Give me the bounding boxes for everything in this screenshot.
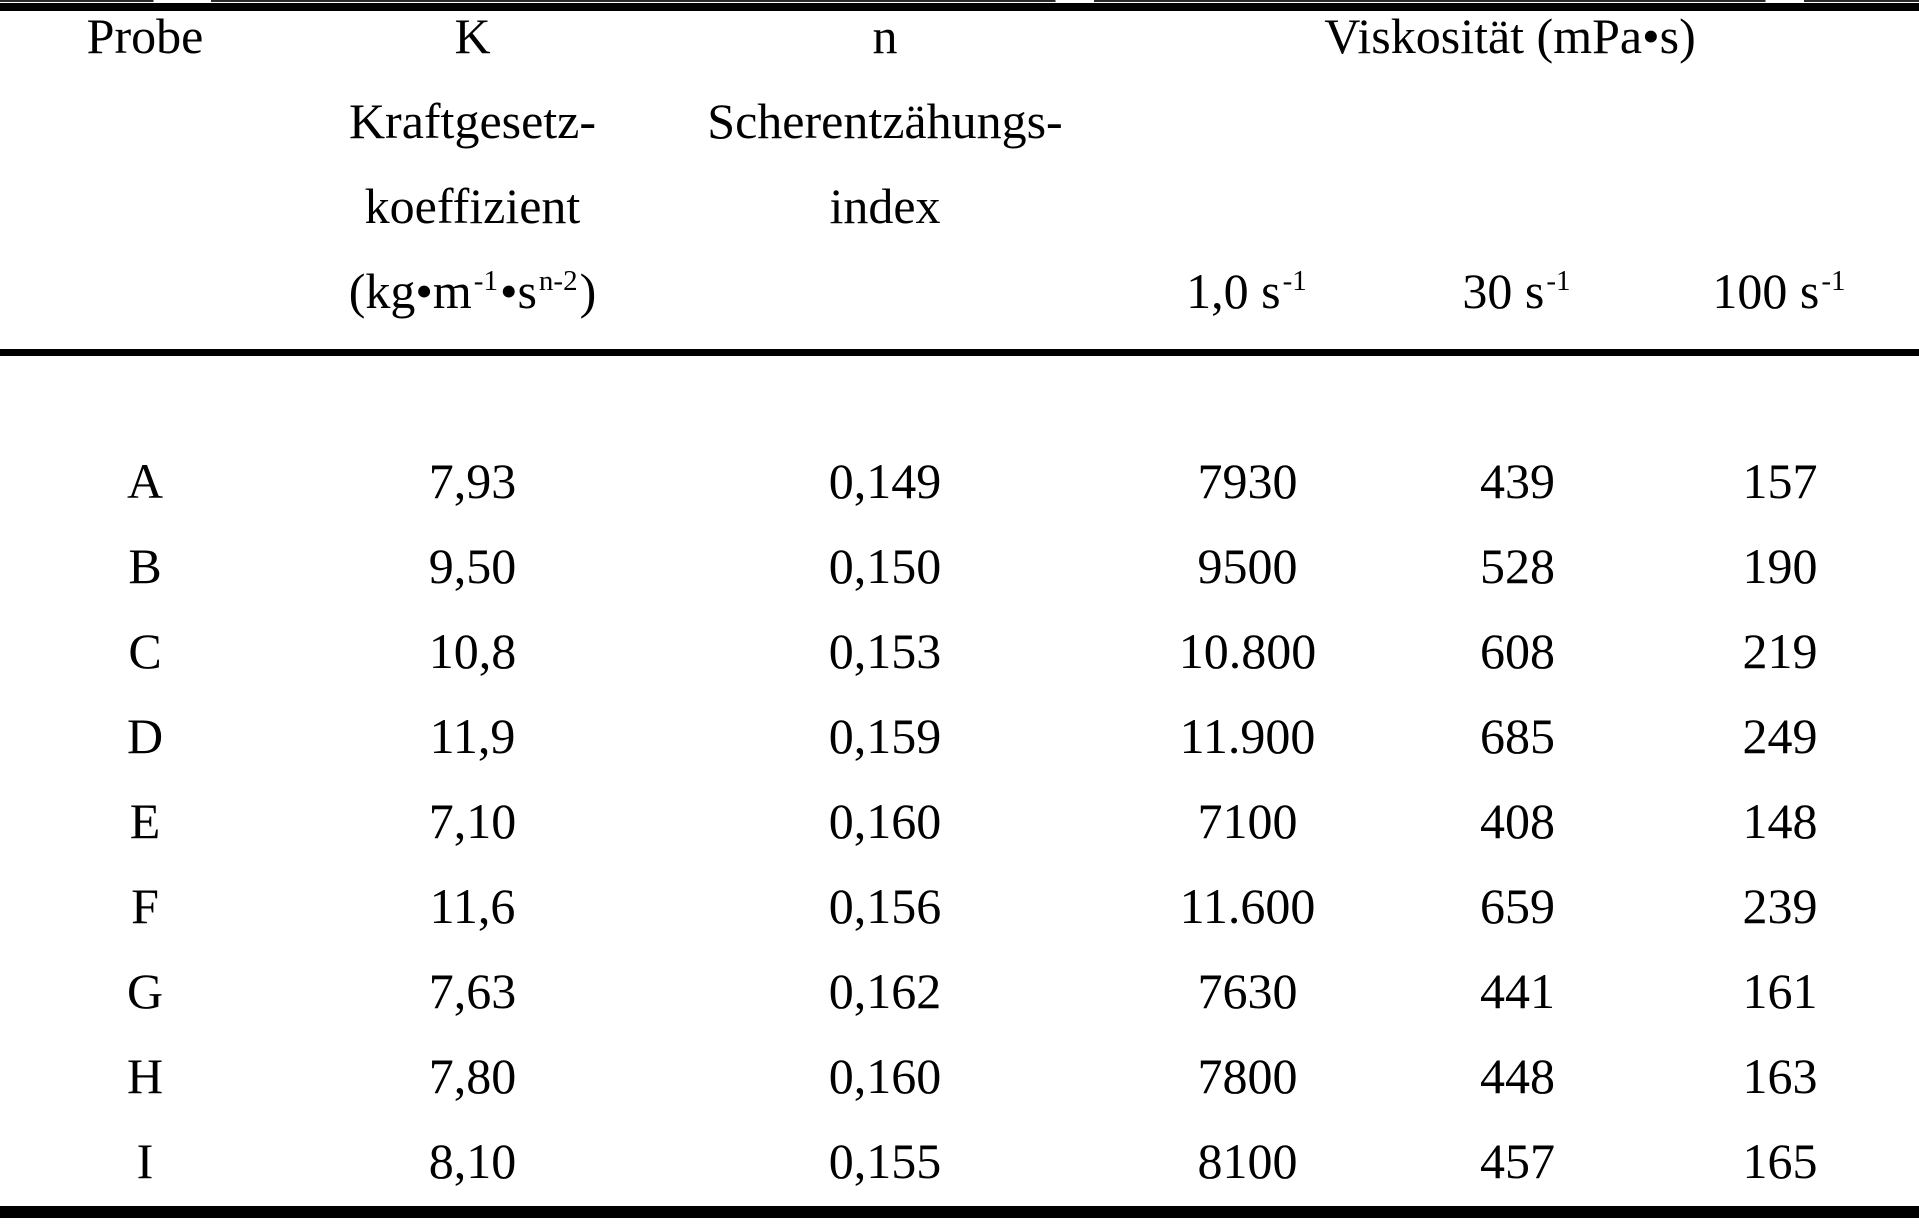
table-header-rule	[0, 349, 1919, 356]
header-n-symbol: n	[872, 7, 898, 64]
cell-k-value: 11,6	[429, 877, 516, 934]
cell-k-value: 7,10	[428, 792, 517, 849]
cell-viscosity-1-0: 10.800	[1178, 622, 1317, 679]
header-k-name-line1: Kraftgesetz-	[348, 92, 597, 149]
cell-n-value: 0,156	[828, 877, 942, 934]
header-shear-rate-1: 1,0 s-1	[1186, 262, 1307, 319]
cell-viscosity-100: 161	[1742, 962, 1818, 1019]
header-row-3: koeffizient index	[20, 163, 1919, 248]
cell-n-value: 0,150	[828, 537, 942, 594]
cell-viscosity-1-0: 11.600	[1179, 877, 1316, 934]
table-row: F 11,6 0,156 11.600 659 239	[20, 863, 1919, 948]
cell-probe: A	[126, 452, 164, 509]
cell-n-value: 0,149	[828, 452, 942, 509]
cell-viscosity-1-0: 8100	[1197, 1132, 1298, 1189]
header-k-name-line2: koeffizient	[364, 177, 581, 234]
cell-viscosity-30: 408	[1480, 792, 1555, 849]
cell-k-value: 8,35	[270, 1217, 675, 1226]
header-n-name-line1: Scherentzähungs-	[707, 92, 1063, 149]
cell-n-value: 0,158	[675, 1217, 1095, 1226]
cell-k-value: 8,10	[428, 1132, 517, 1189]
cell-k-value: 7,80	[428, 1047, 517, 1104]
header-k-symbol: K	[454, 7, 491, 64]
cell-viscosity-1-0: 7630	[1197, 962, 1298, 1019]
cell-viscosity-1-0: 7800	[1197, 1047, 1298, 1104]
table-row	[20, 353, 1919, 438]
table-top-rule	[0, 3, 1919, 11]
header-row-4: (kg•m-1•sn-2) 1,0 s-1 30 s-1 100 s-1	[20, 248, 1919, 333]
header-viscosity-group: Viskosität (mPa•s)	[1324, 7, 1696, 64]
cell-probe: H	[126, 1047, 164, 1104]
cell-viscosity-30: 528	[1480, 537, 1555, 594]
cell-viscosity-100: 148	[1742, 792, 1818, 849]
table-row: H 7,80 0,160 7800 448 163	[20, 1033, 1919, 1118]
cell-viscosity-100: 239	[1742, 877, 1818, 934]
cell-n-value: 0,159	[828, 707, 942, 764]
cell-viscosity-1-0: 7930	[1197, 452, 1298, 509]
cell-viscosity-1-0: 8350	[1095, 1217, 1400, 1226]
header-shear-rate-30: 30 s-1	[1462, 262, 1571, 319]
cell-k-value: 7,93	[428, 452, 517, 509]
cell-probe: D	[126, 707, 164, 764]
cell-viscosity-30: 448	[1480, 1047, 1555, 1104]
cell-viscosity-30: 439	[1480, 452, 1555, 509]
cell-n-value: 0,155	[828, 1132, 942, 1189]
table-row: G 7,63 0,162 7630 441 161	[20, 948, 1919, 1033]
table-row: B 9,50 0,150 9500 528 190	[20, 523, 1919, 608]
cell-n-value: 0,160	[828, 1047, 942, 1104]
cell-probe: E	[129, 792, 161, 849]
top-scan-artifact-line	[0, 0, 1919, 2]
cell-viscosity-100: 190	[1742, 537, 1818, 594]
table-row: J 8,35 0,158 8350 477 173	[20, 1203, 1919, 1226]
cell-viscosity-100: 173	[1635, 1217, 1919, 1226]
cell-probe: I	[136, 1132, 154, 1189]
cell-viscosity-100: 157	[1742, 452, 1818, 509]
table-body: A 7,93 0,149 7930 439 157 B 9,50 0,150 9…	[20, 353, 1919, 1226]
cell-n-value: 0,162	[828, 962, 942, 1019]
header-shear-rate-100: 100 s-1	[1712, 262, 1846, 319]
table-row: D 11,9 0,159 11.900 685 249	[20, 693, 1919, 778]
cell-viscosity-100: 249	[1742, 707, 1818, 764]
table-row: I 8,10 0,155 8100 457 165	[20, 1118, 1919, 1203]
cell-viscosity-1-0: 9500	[1197, 537, 1298, 594]
table-row: C 10,8 0,153 10.800 608 219	[20, 608, 1919, 693]
cell-probe: C	[128, 622, 162, 679]
cell-viscosity-30: 441	[1480, 962, 1555, 1019]
table-row: A 7,93 0,149 7930 439 157	[20, 438, 1919, 523]
header-k-unit: (kg•m-1•sn-2)	[348, 262, 597, 319]
cell-viscosity-100: 219	[1742, 622, 1818, 679]
cell-probe: G	[126, 962, 164, 1019]
header-row-1: Probe K n Viskosität (mPa•s)	[20, 0, 1919, 78]
cell-viscosity-30: 477	[1400, 1217, 1635, 1226]
cell-probe: F	[131, 877, 159, 934]
cell-viscosity-1-0: 11.900	[1179, 707, 1316, 764]
cell-viscosity-1-0: 7100	[1197, 792, 1298, 849]
header-row-2: Kraftgesetz- Scherentzähungs-	[20, 78, 1919, 163]
cell-k-value: 9,50	[428, 537, 517, 594]
table-bottom-rule	[0, 1206, 1919, 1218]
cell-viscosity-100: 165	[1742, 1132, 1818, 1189]
header-probe: Probe	[86, 7, 204, 64]
cell-viscosity-30: 685	[1480, 707, 1555, 764]
cell-probe: B	[128, 537, 162, 594]
cell-viscosity-30: 659	[1480, 877, 1555, 934]
cell-viscosity-100: 163	[1742, 1047, 1818, 1104]
header-n-name-line2: index	[829, 177, 941, 234]
cell-k-value: 11,9	[429, 707, 516, 764]
cell-k-value: 7,63	[428, 962, 517, 1019]
table-row: E 7,10 0,160 7100 408 148	[20, 778, 1919, 863]
cell-n-value: 0,153	[828, 622, 942, 679]
cell-viscosity-30: 457	[1480, 1132, 1555, 1189]
cell-viscosity-30: 608	[1480, 622, 1555, 679]
cell-n-value: 0,160	[828, 792, 942, 849]
cell-probe: J	[20, 1217, 270, 1226]
cell-k-value: 10,8	[428, 622, 517, 679]
